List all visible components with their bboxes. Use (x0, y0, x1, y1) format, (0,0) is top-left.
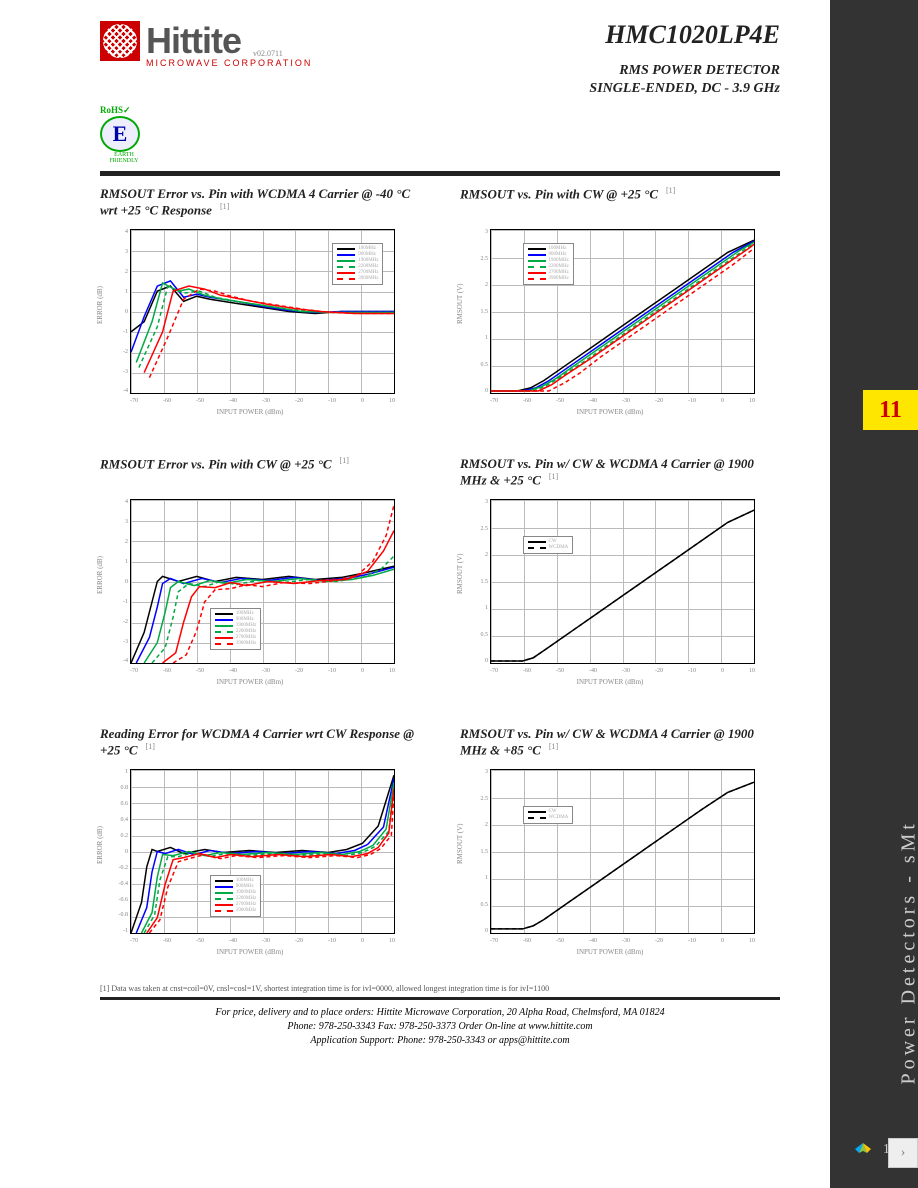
chart-footnote-ref: [1] (146, 742, 155, 751)
plot-area: 100MHz900MHz1900MHz2200MHz2700MHz3900MHz (490, 229, 755, 394)
legend: 100MHz900MHz1900MHz2200MHz2700MHz3900MHz (210, 608, 261, 650)
chart-title: Reading Error for WCDMA 4 Carrier wrt CW… (100, 726, 420, 760)
chart-1: RMSOUT vs. Pin with CW @ +25 °C[1] RMSOUT… (460, 186, 780, 424)
chart-footnote-ref: [1] (220, 202, 229, 211)
chart-3: RMSOUT vs. Pin w/ CW & WCDMA 4 Carrier @… (460, 456, 780, 694)
chart-title: RMSOUT vs. Pin w/ CW & WCDMA 4 Carrier @… (460, 456, 780, 490)
y-ticks: -1-0.8-0.6-0.4-0.200.20.40.60.81 (114, 769, 128, 934)
x-ticks: -70-60-50-40-30-20-10010 (490, 668, 755, 674)
rohs-bottom: EARTH FRIENDLY (100, 152, 148, 164)
plot-area: CWWCDMA (490, 499, 755, 664)
part-description: RMS POWER DETECTOR SINGLE-ENDED, DC - 3.… (589, 62, 780, 98)
chart-footnote-ref: [1] (549, 472, 558, 481)
legend: 100MHz900MHz1900MHz2200MHz2700MHz3900MHz (210, 875, 261, 917)
header: Hittite v02.0711 MICROWAVE CORPORATION H… (0, 0, 830, 103)
rohs-label: RoHS✓ (100, 105, 148, 116)
logo: Hittite v02.0711 (100, 20, 312, 62)
part-number: HMC1020LP4E (589, 20, 780, 50)
footnote: [1] Data was taken at cnst=coil=0V, cnsl… (100, 984, 780, 993)
part-desc-line1: RMS POWER DETECTOR (589, 62, 780, 80)
footer-line3: Application Support: Phone: 978-250-3343… (100, 1034, 780, 1048)
x-ticks: -70-60-50-40-30-20-10010 (490, 398, 755, 404)
part-desc-line2: SINGLE-ENDED, DC - 3.9 GHz (589, 80, 780, 98)
legend: CWWCDMA (523, 536, 574, 554)
charts-grid: RMSOUT Error vs. Pin with WCDMA 4 Carrie… (0, 176, 830, 964)
y-ticks: 00.511.522.53 (474, 499, 488, 664)
y-ticks: -4-3-2-101234 (114, 499, 128, 664)
footer-rule (100, 997, 780, 1000)
x-axis-label: INPUT POWER (dBm) (217, 408, 284, 416)
datasheet-page: Hittite v02.0711 MICROWAVE CORPORATION H… (0, 0, 830, 1188)
y-ticks: -4-3-2-101234 (114, 229, 128, 394)
x-ticks: -70-60-50-40-30-20-10010 (130, 398, 395, 404)
y-axis-label: ERROR (dB) (96, 826, 104, 864)
x-axis-label: INPUT POWER (dBm) (577, 948, 644, 956)
chart-footnote-ref: [1] (666, 186, 675, 195)
x-ticks: -70-60-50-40-30-20-10010 (130, 938, 395, 944)
rohs-e-icon: E (100, 116, 140, 152)
chart-title: RMSOUT Error vs. Pin with WCDMA 4 Carrie… (100, 186, 420, 220)
footer: For price, delivery and to place orders:… (100, 1006, 780, 1048)
chart-title: RMSOUT vs. Pin with CW @ +25 °C[1] (460, 186, 780, 220)
rohs-badge: RoHS✓ E EARTH FRIENDLY (100, 105, 830, 167)
chart-2: RMSOUT Error vs. Pin with CW @ +25 °C[1]… (100, 456, 420, 694)
chart-box: ERROR (dB)INPUT POWER (dBm)100MHz900MHz1… (100, 494, 400, 694)
x-axis-label: INPUT POWER (dBm) (217, 678, 284, 686)
legend: 100MHz900MHz1900MHz2200MHz2700MHz3900MHz (523, 243, 574, 285)
chart-footnote-ref: [1] (549, 742, 558, 751)
legend: CWWCDMA (523, 806, 574, 824)
x-axis-label: INPUT POWER (dBm) (217, 948, 284, 956)
section-tab: 11 (863, 390, 918, 430)
sidebar: 11 Power Detectors - sMt 11-6 › (830, 0, 918, 1188)
chart-box: RMSOUT (V)INPUT POWER (dBm)100MHz900MHz1… (460, 224, 760, 424)
y-axis-label: ERROR (dB) (96, 556, 104, 594)
y-axis-label: RMSOUT (V) (456, 554, 464, 595)
plot-area: 100MHz900MHz1900MHz2200MHz2700MHz3900MHz (130, 229, 395, 394)
x-axis-label: INPUT POWER (dBm) (577, 678, 644, 686)
chart-5: RMSOUT vs. Pin w/ CW & WCDMA 4 Carrier @… (460, 726, 780, 964)
hittite-logo-icon (100, 21, 140, 61)
footer-line2: Phone: 978-250-3343 Fax: 978-250-3373 Or… (100, 1020, 780, 1034)
y-ticks: 00.511.522.53 (474, 769, 488, 934)
x-axis-label: INPUT POWER (dBm) (577, 408, 644, 416)
y-axis-label: RMSOUT (V) (456, 824, 464, 865)
part-block: HMC1020LP4E RMS POWER DETECTOR SINGLE-EN… (589, 20, 780, 98)
chart-box: ERROR (dB)INPUT POWER (dBm)100MHz900MHz1… (100, 224, 400, 424)
chart-footnote-ref: [1] (340, 456, 349, 465)
sidebar-title: Power Detectors - sMt (898, 820, 918, 1085)
x-ticks: -70-60-50-40-30-20-10010 (490, 938, 755, 944)
chart-0: RMSOUT Error vs. Pin with WCDMA 4 Carrie… (100, 186, 420, 424)
plot-area: 100MHz900MHz1900MHz2200MHz2700MHz3900MHz (130, 769, 395, 934)
logo-block: Hittite v02.0711 MICROWAVE CORPORATION (100, 20, 312, 98)
logo-subtitle: MICROWAVE CORPORATION (146, 58, 312, 68)
chart-box: RMSOUT (V)INPUT POWER (dBm)CWWCDMA-70-60… (460, 764, 760, 964)
chart-box: RMSOUT (V)INPUT POWER (dBm)CWWCDMA-70-60… (460, 494, 760, 694)
chart-box: ERROR (dB)INPUT POWER (dBm)100MHz900MHz1… (100, 764, 400, 964)
nav-logo-icon (843, 1138, 883, 1168)
plot-area: CWWCDMA (490, 769, 755, 934)
chart-title: RMSOUT vs. Pin w/ CW & WCDMA 4 Carrier @… (460, 726, 780, 760)
y-axis-label: RMSOUT (V) (456, 284, 464, 325)
x-ticks: -70-60-50-40-30-20-10010 (130, 668, 395, 674)
y-axis-label: ERROR (dB) (96, 286, 104, 324)
plot-area: 100MHz900MHz1900MHz2200MHz2700MHz3900MHz (130, 499, 395, 664)
chart-4: Reading Error for WCDMA 4 Carrier wrt CW… (100, 726, 420, 964)
logo-text: Hittite (146, 20, 241, 62)
version-code: v02.0711 (253, 49, 283, 58)
legend: 100MHz900MHz1900MHz2200MHz2700MHz3900MHz (332, 243, 383, 285)
footer-line1: For price, delivery and to place orders:… (100, 1006, 780, 1020)
y-ticks: 00.511.522.53 (474, 229, 488, 394)
chart-title: RMSOUT Error vs. Pin with CW @ +25 °C[1] (100, 456, 420, 490)
next-page-button[interactable]: › (888, 1138, 918, 1168)
